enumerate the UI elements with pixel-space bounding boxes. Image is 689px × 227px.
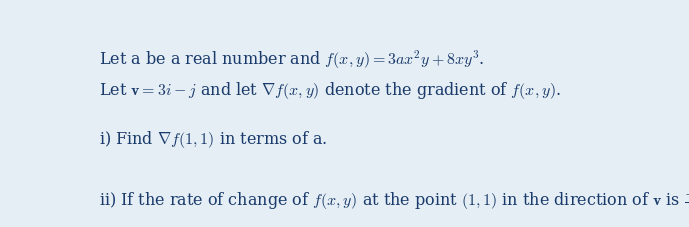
- Text: i) Find $\nabla f(1, 1)$ in terms of a.: i) Find $\nabla f(1, 1)$ in terms of a.: [99, 129, 328, 150]
- Text: Let a be a real number and $f(x, y) = 3ax^2y + 8xy^3$.: Let a be a real number and $f(x, y) = 3a…: [99, 48, 485, 71]
- Text: Let $\mathbf{v} = 3i - j$ and let $\nabla f(x, y)$ denote the gradient of $f(x, : Let $\mathbf{v} = 3i - j$ and let $\nabl…: [99, 80, 562, 101]
- Text: ii) If the rate of change of $f(x, y)$ at the point $(1, 1)$ in the direction of: ii) If the rate of change of $f(x, y)$ a…: [99, 181, 689, 222]
